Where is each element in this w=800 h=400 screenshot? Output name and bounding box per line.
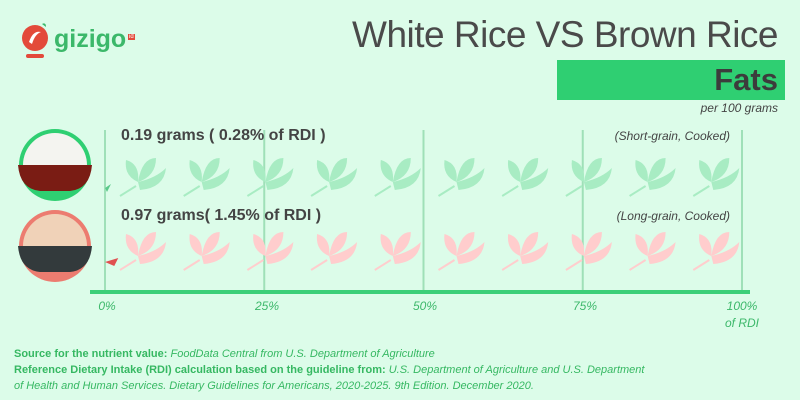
- row-label-brown: 0.97 grams( 1.45% of RDI ): [121, 207, 322, 224]
- value-bar: [105, 258, 119, 266]
- tick-label: 25%: [254, 299, 280, 313]
- leaf-icon: [692, 232, 740, 271]
- rdi-text-cont: of Health and Human Services. Dietary Gu…: [14, 380, 534, 392]
- leaf-icon: [437, 232, 485, 271]
- tick-label: 50%: [412, 299, 438, 313]
- subtitle-banner: [557, 60, 785, 100]
- row-label-white: 0.19 grams ( 0.28% of RDI ): [121, 127, 326, 144]
- leaf-icon: [629, 232, 676, 271]
- leaf-icon: [310, 158, 358, 197]
- tick-label: 75%: [572, 299, 598, 313]
- leaf-icon: [565, 232, 612, 271]
- source-label: Source for the nutrient value:: [14, 348, 168, 360]
- leaf-icon: [183, 232, 230, 271]
- leaf-icon: [565, 158, 612, 197]
- source-note: Source for the nutrient value: FoodData …: [14, 346, 644, 394]
- source-text: FoodData Central from U.S. Department of…: [170, 348, 435, 360]
- leaf-icon: [692, 158, 740, 197]
- unit-note: per 100 grams: [700, 101, 778, 115]
- leaf-icon: [374, 232, 421, 271]
- leaf-icon: [310, 232, 358, 271]
- leaf-icon: [501, 232, 549, 271]
- leaf-icon: [374, 158, 421, 197]
- rdi-text: U.S. Department of Agriculture and U.S. …: [388, 364, 645, 376]
- leaf-icon: [246, 232, 294, 271]
- row-note-brown: (Long-grain, Cooked): [616, 209, 730, 223]
- logo-apple-icon: [22, 23, 48, 58]
- row-note-white: (Short-grain, Cooked): [614, 129, 730, 143]
- logo: gizigo id: [20, 20, 140, 62]
- white-rice-bowl-icon: [18, 129, 92, 201]
- value-bar: [105, 184, 111, 192]
- nutrient-title: Fats: [714, 62, 778, 97]
- page-title: White Rice VS Brown Rice: [352, 14, 778, 55]
- tick-label: 100%: [726, 299, 758, 313]
- tick-label: 0%: [98, 299, 116, 313]
- leaf-icon: [437, 158, 485, 197]
- leaf-icon: [501, 158, 549, 197]
- leaf-icon: [629, 158, 676, 197]
- leaf-icon: [119, 158, 166, 197]
- axis-unit: of RDI: [724, 316, 759, 330]
- logo-suffix: id: [128, 34, 135, 40]
- leaf-icon: [246, 158, 294, 197]
- logo-text: gizigo: [54, 25, 127, 53]
- brown-rice-bowl-icon: [18, 210, 92, 282]
- leaf-icon: [119, 232, 166, 271]
- rdi-label: Reference Dietary Intake (RDI) calculati…: [14, 364, 386, 376]
- leaf-icon: [183, 158, 230, 197]
